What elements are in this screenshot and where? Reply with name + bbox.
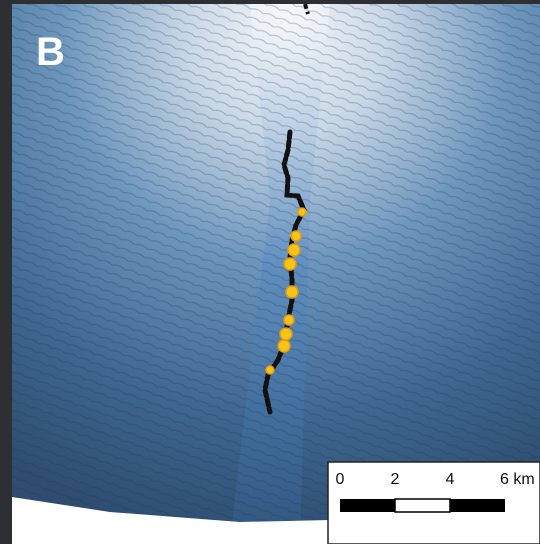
scale-bar: 0 2 4 6 km	[327, 461, 540, 544]
texture	[12, 4, 540, 544]
scale-segment	[394, 498, 451, 513]
no-data	[12, 497, 330, 544]
scale-label: 0	[336, 471, 345, 488]
sample-points	[265, 207, 307, 375]
scale-label: 2	[391, 471, 400, 488]
panel-label: B	[36, 30, 65, 74]
track	[303, 3, 310, 15]
scale-label: 6 km	[500, 471, 535, 488]
scale-segment	[450, 499, 505, 512]
scale-label: 4	[446, 471, 455, 488]
scale-segment	[340, 499, 395, 512]
